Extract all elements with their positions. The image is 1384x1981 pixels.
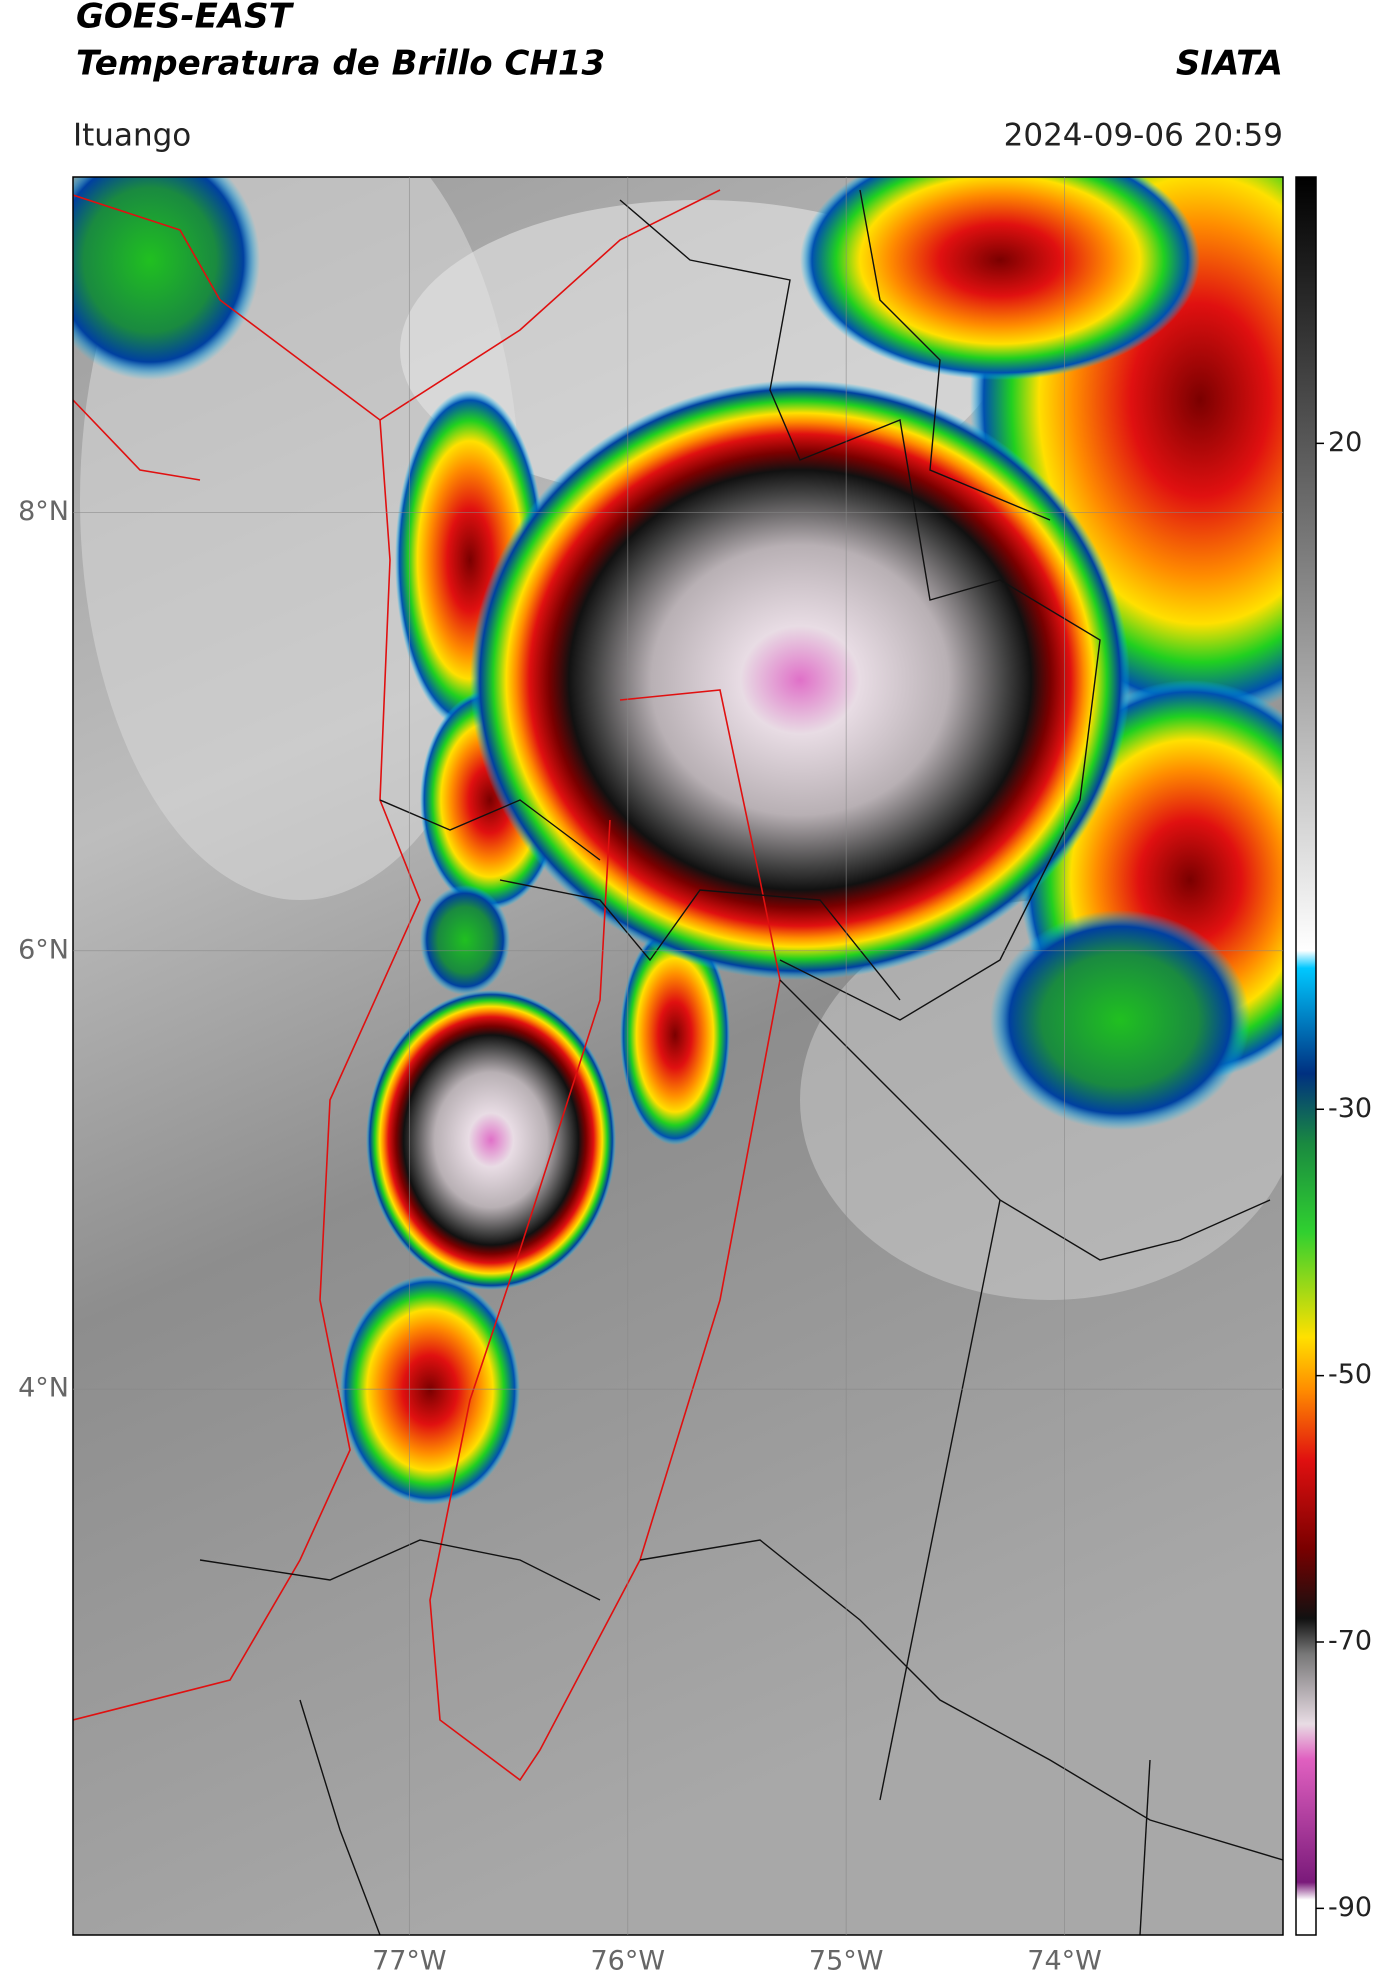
x-tick-label: 77°W — [372, 1946, 447, 1977]
y-tick-label: 4°N — [18, 1373, 69, 1404]
datetime: 2024-09-06 20:59 — [1004, 118, 1283, 154]
location: Ituango — [73, 118, 191, 154]
map-image — [73, 177, 1283, 1935]
colorbar-tick-label: -30 — [1328, 1093, 1372, 1124]
colorbar-tick-label: -50 — [1328, 1359, 1372, 1390]
colorbar-tick-label: -70 — [1328, 1626, 1372, 1657]
x-tick-label: 76°W — [590, 1946, 665, 1977]
colorbar-tick-label: -90 — [1328, 1892, 1372, 1923]
x-tick-label: 74°W — [1027, 1946, 1102, 1977]
agency: SIATA — [1176, 44, 1283, 84]
title: GOES-EAST — [76, 0, 295, 37]
y-tick-label: 6°N — [18, 934, 69, 965]
x-tick-label: 75°W — [809, 1946, 884, 1977]
map-frame — [72, 176, 1284, 1936]
colorbar-tick-label: 20 — [1328, 427, 1362, 458]
colorbar — [1295, 176, 1317, 1936]
y-tick-label: 8°N — [18, 496, 69, 527]
subtitle: Temperatura de Brillo CH13 — [76, 44, 605, 84]
